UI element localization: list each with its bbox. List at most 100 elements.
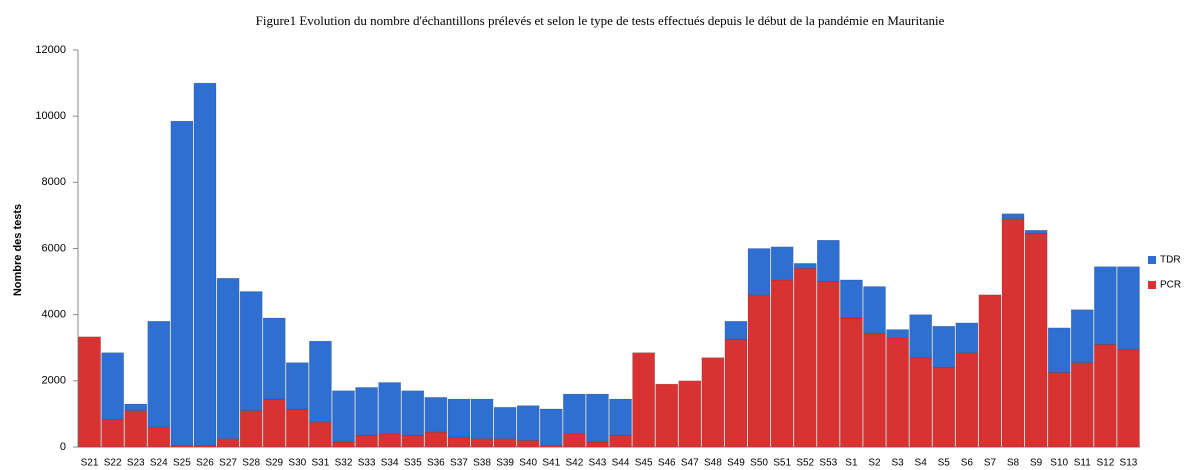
bar-segment [355,387,378,436]
bar-segment [909,314,932,358]
bar-segment [355,435,378,448]
x-tick-label: S45 [635,458,653,469]
bar-segment [286,362,309,410]
x-tick-label: S38 [473,458,491,469]
x-tick-label: S36 [427,458,445,469]
bar-segment [493,438,517,448]
chart-title: Figure1 Evolution du nombre d'échantillo… [256,13,945,28]
x-tick-label: S51 [773,458,791,469]
x-tick-label: S10 [1050,458,1068,469]
bar-segment [955,352,979,448]
x-tick-label: S33 [358,458,376,469]
bar-segment [332,441,355,448]
bar-segment [1117,266,1140,350]
x-tick-label: S11 [1074,458,1091,469]
bar-segment [863,286,886,334]
bar-segment [840,317,863,448]
bar-segment [170,120,194,446]
bar-segment [770,279,794,448]
bar-segment [309,340,332,423]
bar-segment [586,393,609,443]
x-tick-label: S27 [219,458,237,469]
y-tick-label: 6000 [42,242,66,254]
bar-segment [1024,233,1048,448]
x-tick-label: S8 [1007,458,1020,469]
bar-segment [101,352,124,420]
x-tick-label: S47 [681,458,699,469]
bar-segment [470,438,494,448]
y-tick-label: 4000 [42,309,66,321]
bar-segment [401,435,425,448]
x-tick-label: S52 [796,458,814,469]
bar-segment [239,410,263,448]
legend-label: PCR [1160,280,1181,291]
x-tick-label: S1 [845,458,858,469]
bar-segment [747,294,771,448]
y-tick-label: 12000 [35,44,66,56]
x-tick-label: S44 [612,458,630,469]
bar-segment [1047,327,1071,373]
bar-segment [470,398,494,439]
x-tick-label: S50 [750,458,768,469]
bar-segment [101,418,124,448]
x-tick-label: S35 [404,458,422,469]
bar-segment [378,433,401,448]
bar-segment [770,246,794,281]
bar-segment [216,438,240,448]
bar-segment [286,408,309,448]
x-tick-label: S37 [450,458,468,469]
x-tick-label: S29 [265,458,283,469]
x-tick-label: S28 [242,458,260,469]
y-axis-label: Nombre des tests [12,204,24,296]
bar-segment [147,321,171,428]
bar-segment [1001,213,1025,219]
x-tick-label: S41 [542,458,560,469]
x-tick-label: S46 [658,458,676,469]
bar-segment [78,336,101,448]
x-tick-label: S23 [127,458,145,469]
x-tick-label: S25 [173,458,191,469]
bar-segment [609,398,632,436]
bar-segment [978,294,1002,448]
bar-segment [147,426,171,448]
bar-segment [424,397,448,433]
x-tick-label: S12 [1096,458,1114,469]
bar-segment [262,317,286,400]
x-tick-label: S32 [335,458,353,469]
bar-segment [378,382,401,435]
bar-segment [124,403,148,411]
legend-swatch [1148,281,1156,289]
bar-segment [793,268,817,448]
bar-segment [655,383,679,448]
bar-segment [309,421,332,448]
x-tick-label: S48 [704,458,722,469]
y-tick-label: 8000 [42,176,66,188]
bar-segment [609,435,632,448]
bar-segment [886,337,909,448]
x-tick-label: S13 [1120,458,1138,469]
x-tick-label: S43 [589,458,607,469]
bar-segment [1117,349,1140,448]
bar-segment [516,440,540,448]
bar-segment [262,398,286,448]
bar-segment [447,436,471,448]
bar-segment [817,239,840,282]
bar-segment [216,278,240,439]
bar-segment [863,332,886,448]
x-tick-label: S4 [915,458,928,469]
bar-segment [563,393,586,435]
bar-segment [909,357,932,448]
x-tick-label: S40 [519,458,537,469]
bar-segment [1001,218,1025,448]
x-tick-label: S49 [727,458,745,469]
bar-segment [332,390,355,443]
bar-segment [516,405,540,441]
x-tick-label: S6 [961,458,974,469]
x-tick-label: S39 [496,458,514,469]
bar-segment [678,380,702,448]
bar-segment [817,281,840,448]
bar-segment [401,390,425,436]
x-tick-label: S9 [1030,458,1043,469]
bar-segment [424,431,448,448]
